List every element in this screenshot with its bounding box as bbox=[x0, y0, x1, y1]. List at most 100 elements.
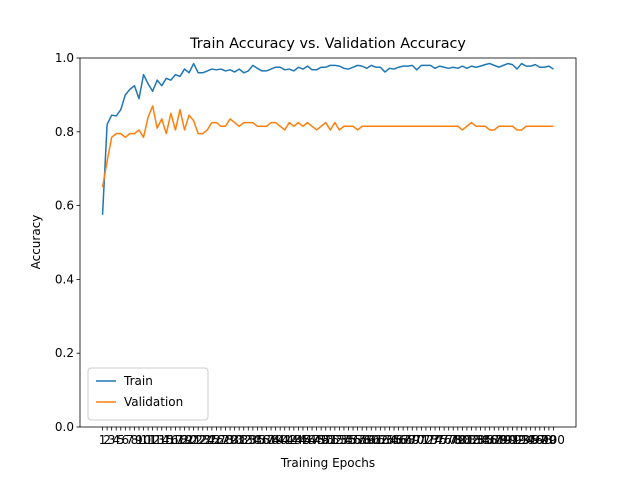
x-tick-label: 81 bbox=[459, 433, 474, 447]
x-tick-label: 53 bbox=[332, 433, 347, 447]
x-tick-label: 68 bbox=[400, 433, 415, 447]
x-tick-label: 55 bbox=[341, 433, 356, 447]
legend-box bbox=[87, 367, 209, 421]
x-tick-label: 92 bbox=[509, 433, 524, 447]
x-tick-label: 54 bbox=[336, 433, 351, 447]
x-tick-label: 25 bbox=[204, 433, 219, 447]
x-tick-label: 19 bbox=[177, 433, 192, 447]
y-tick-label: 1.0 bbox=[55, 51, 74, 65]
x-tick-label: 13 bbox=[150, 433, 165, 447]
x-tick-label: 90 bbox=[500, 433, 515, 447]
y-tick-label: 0.0 bbox=[55, 420, 74, 434]
x-tick-label: 88 bbox=[491, 433, 506, 447]
x-tick-label: 82 bbox=[464, 433, 479, 447]
x-tick-label: 63 bbox=[377, 433, 392, 447]
x-tick-label: 31 bbox=[232, 433, 247, 447]
x-tick-label: 12 bbox=[145, 433, 160, 447]
x-tick-label: 84 bbox=[473, 433, 488, 447]
x-tick-label: 60 bbox=[364, 433, 379, 447]
x-tick-label: 95 bbox=[523, 433, 538, 447]
x-tick-label: 26 bbox=[209, 433, 224, 447]
x-tick-label: 43 bbox=[286, 433, 301, 447]
x-tick-label: 15 bbox=[159, 433, 174, 447]
x-tick-label: 73 bbox=[423, 433, 438, 447]
chart-title: Train Accuracy vs. Validation Accuracy bbox=[189, 36, 466, 52]
x-tick-label: 77 bbox=[441, 433, 456, 447]
x-tick-label: 7 bbox=[126, 433, 134, 447]
x-tick-label: 89 bbox=[496, 433, 511, 447]
x-tick-label: 79 bbox=[450, 433, 465, 447]
x-tick-label: 8 bbox=[131, 433, 139, 447]
x-tick-label: 17 bbox=[168, 433, 183, 447]
x-tick-label: 21 bbox=[186, 433, 201, 447]
x-tick-label: 6 bbox=[121, 433, 129, 447]
x-tick-label: 61 bbox=[368, 433, 383, 447]
y-tick-label: 0.4 bbox=[55, 272, 74, 286]
legend-label: Train bbox=[123, 374, 153, 388]
x-tick-label: 39 bbox=[268, 433, 283, 447]
x-tick-label: 27 bbox=[213, 433, 228, 447]
x-tick-label: 5 bbox=[117, 433, 125, 447]
x-tick-label: 78 bbox=[446, 433, 461, 447]
x-tick-label: 49 bbox=[314, 433, 329, 447]
x-tick-label: 22 bbox=[191, 433, 206, 447]
x-tick-label: 64 bbox=[382, 433, 397, 447]
x-tick-label: 67 bbox=[396, 433, 411, 447]
x-tick-label: 32 bbox=[236, 433, 251, 447]
x-tick-label: 71 bbox=[414, 433, 429, 447]
x-tick-label: 85 bbox=[477, 433, 492, 447]
x-tick-label: 46 bbox=[300, 433, 315, 447]
x-tick-label: 62 bbox=[373, 433, 388, 447]
line-series bbox=[101, 62, 554, 215]
x-tick-label: 51 bbox=[323, 433, 338, 447]
x-tick-label: 16 bbox=[163, 433, 178, 447]
x-tick-label: 2 bbox=[103, 433, 111, 447]
x-tick-label: 93 bbox=[514, 433, 529, 447]
x-tick-label: 14 bbox=[154, 433, 169, 447]
x-tick-label: 65 bbox=[386, 433, 401, 447]
y-tick-label: 0.2 bbox=[55, 346, 74, 360]
x-tick-label: 47 bbox=[304, 433, 319, 447]
x-tick-label: 10 bbox=[136, 433, 151, 447]
x-tick-label: 23 bbox=[195, 433, 210, 447]
x-tick-label: 20 bbox=[181, 433, 196, 447]
x-tick-label: 18 bbox=[172, 433, 187, 447]
x-tick-label: 66 bbox=[391, 433, 406, 447]
x-tick-label: 98 bbox=[537, 433, 552, 447]
x-tick-label: 56 bbox=[345, 433, 360, 447]
x-tick-label: 4 bbox=[112, 433, 120, 447]
x-tick-label: 91 bbox=[505, 433, 520, 447]
x-tick-label: 35 bbox=[250, 433, 265, 447]
y-axis-label: Accuracy bbox=[29, 215, 43, 270]
x-tick-label: 80 bbox=[455, 433, 470, 447]
x-tick-label: 9 bbox=[135, 433, 143, 447]
x-tick-label: 48 bbox=[309, 433, 324, 447]
y-tick-label: 0.6 bbox=[55, 199, 74, 213]
x-tick-label: 28 bbox=[218, 433, 233, 447]
x-tick-label: 94 bbox=[518, 433, 533, 447]
y-tick-label: 0.8 bbox=[55, 125, 74, 139]
x-tick-label: 45 bbox=[295, 433, 310, 447]
x-tick-label: 11 bbox=[140, 433, 155, 447]
x-tick-label: 42 bbox=[282, 433, 297, 447]
x-tick-label: 1 bbox=[99, 433, 107, 447]
x-tick-label: 30 bbox=[227, 433, 242, 447]
x-tick-label: 52 bbox=[327, 433, 342, 447]
x-tick-label: 36 bbox=[254, 433, 269, 447]
x-tick-label: 75 bbox=[432, 433, 447, 447]
x-tick-label: 87 bbox=[487, 433, 502, 447]
x-tick-label: 69 bbox=[405, 433, 420, 447]
x-tick-label: 3 bbox=[108, 433, 116, 447]
x-tick-label: 76 bbox=[437, 433, 452, 447]
x-tick-label: 41 bbox=[277, 433, 292, 447]
x-tick-label: 97 bbox=[532, 433, 547, 447]
x-tick-label: 33 bbox=[241, 433, 256, 447]
x-tick-label: 96 bbox=[528, 433, 543, 447]
x-tick-label: 50 bbox=[318, 433, 333, 447]
x-tick-label: 58 bbox=[355, 433, 370, 447]
axes-frame bbox=[79, 57, 577, 428]
x-tick-label: 44 bbox=[291, 433, 306, 447]
x-tick-label: 70 bbox=[409, 433, 424, 447]
x-tick-label: 99 bbox=[541, 433, 556, 447]
